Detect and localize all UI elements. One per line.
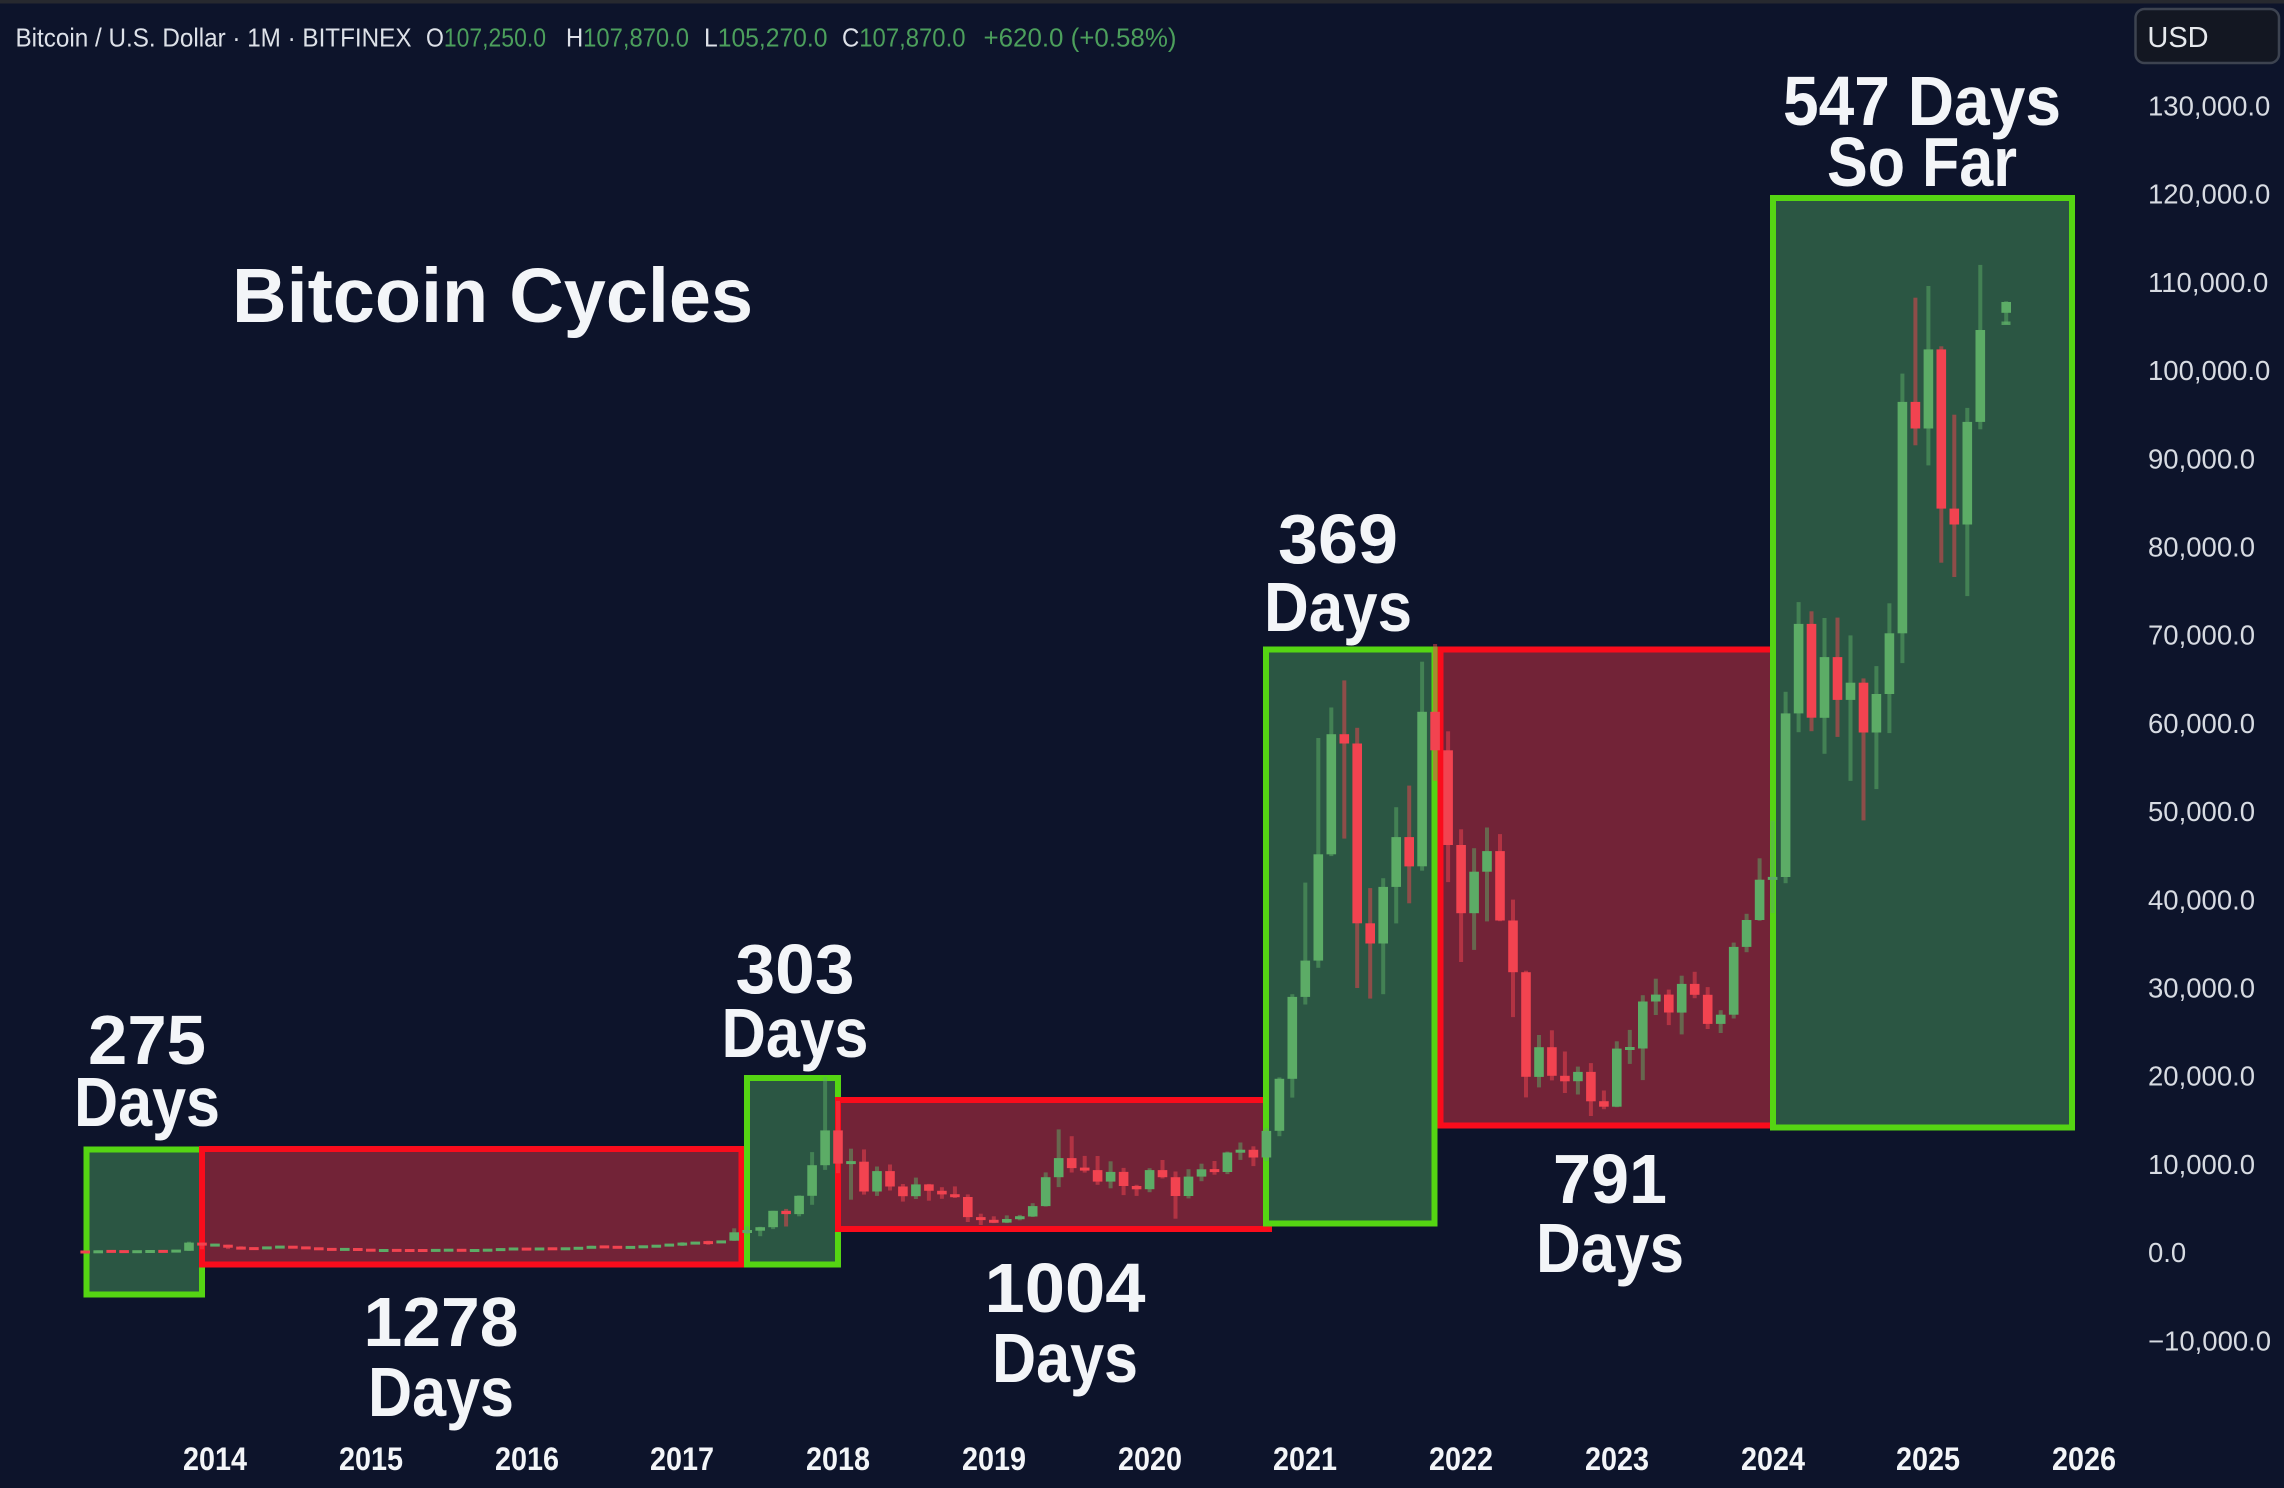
svg-text:Days: Days <box>368 1353 514 1431</box>
svg-text:Days: Days <box>1264 568 1412 646</box>
svg-text:O107,250.0: O107,250.0 <box>426 23 546 53</box>
svg-text:−10,000.0: −10,000.0 <box>2148 1325 2271 1356</box>
svg-text:60,000.0: 60,000.0 <box>2148 708 2255 739</box>
svg-text:2023: 2023 <box>1585 1441 1649 1477</box>
svg-text:USD: USD <box>2147 22 2208 54</box>
svg-text:130,000.0: 130,000.0 <box>2148 91 2270 122</box>
svg-text:Days: Days <box>1536 1209 1684 1287</box>
svg-text:2016: 2016 <box>495 1441 559 1477</box>
svg-text:So Far: So Far <box>1827 123 2017 201</box>
svg-text:90,000.0: 90,000.0 <box>2148 443 2255 474</box>
svg-text:Days: Days <box>722 994 869 1072</box>
svg-text:100,000.0: 100,000.0 <box>2148 355 2270 386</box>
svg-text:791: 791 <box>1553 1140 1667 1218</box>
svg-text:C107,870.0: C107,870.0 <box>842 23 966 53</box>
svg-text:50,000.0: 50,000.0 <box>2148 796 2255 827</box>
svg-text:2020: 2020 <box>1118 1441 1182 1477</box>
svg-text:20,000.0: 20,000.0 <box>2148 1061 2255 1092</box>
svg-text:L105,270.0: L105,270.0 <box>704 23 828 53</box>
svg-text:2021: 2021 <box>1273 1441 1337 1477</box>
svg-text:369: 369 <box>1278 500 1398 578</box>
svg-text:110,000.0: 110,000.0 <box>2148 267 2268 298</box>
svg-text:10,000.0: 10,000.0 <box>2148 1149 2255 1180</box>
svg-text:547 Days: 547 Days <box>1783 62 2061 140</box>
svg-text:120,000.0: 120,000.0 <box>2148 179 2270 210</box>
svg-text:Bitcoin Cycles: Bitcoin Cycles <box>232 253 753 339</box>
svg-text:0.0: 0.0 <box>2148 1237 2186 1268</box>
svg-text:2015: 2015 <box>339 1441 403 1477</box>
svg-text:Days: Days <box>992 1319 1138 1397</box>
svg-text:2019: 2019 <box>962 1441 1026 1477</box>
svg-text:2026: 2026 <box>2052 1441 2116 1477</box>
svg-text:2017: 2017 <box>650 1441 714 1477</box>
svg-text:275: 275 <box>88 1001 206 1079</box>
svg-text:2018: 2018 <box>806 1441 870 1477</box>
svg-text:30,000.0: 30,000.0 <box>2148 973 2255 1004</box>
svg-text:70,000.0: 70,000.0 <box>2148 620 2255 651</box>
svg-text:2025: 2025 <box>1896 1441 1960 1477</box>
svg-text:2014: 2014 <box>183 1441 247 1477</box>
svg-text:80,000.0: 80,000.0 <box>2148 532 2255 563</box>
svg-text:303: 303 <box>736 930 855 1008</box>
svg-text:H107,870.0: H107,870.0 <box>566 23 689 53</box>
svg-text:40,000.0: 40,000.0 <box>2148 884 2255 915</box>
svg-text:Days: Days <box>74 1063 220 1141</box>
svg-text:2024: 2024 <box>1741 1441 1805 1477</box>
svg-text:Bitcoin / U.S. Dollar · 1M · B: Bitcoin / U.S. Dollar · 1M · BITFINEX <box>16 23 412 53</box>
svg-text:1278: 1278 <box>364 1283 519 1361</box>
svg-text:+620.0 (+0.58%): +620.0 (+0.58%) <box>984 23 1177 53</box>
svg-text:2022: 2022 <box>1429 1441 1493 1477</box>
svg-text:1004: 1004 <box>985 1249 1146 1327</box>
